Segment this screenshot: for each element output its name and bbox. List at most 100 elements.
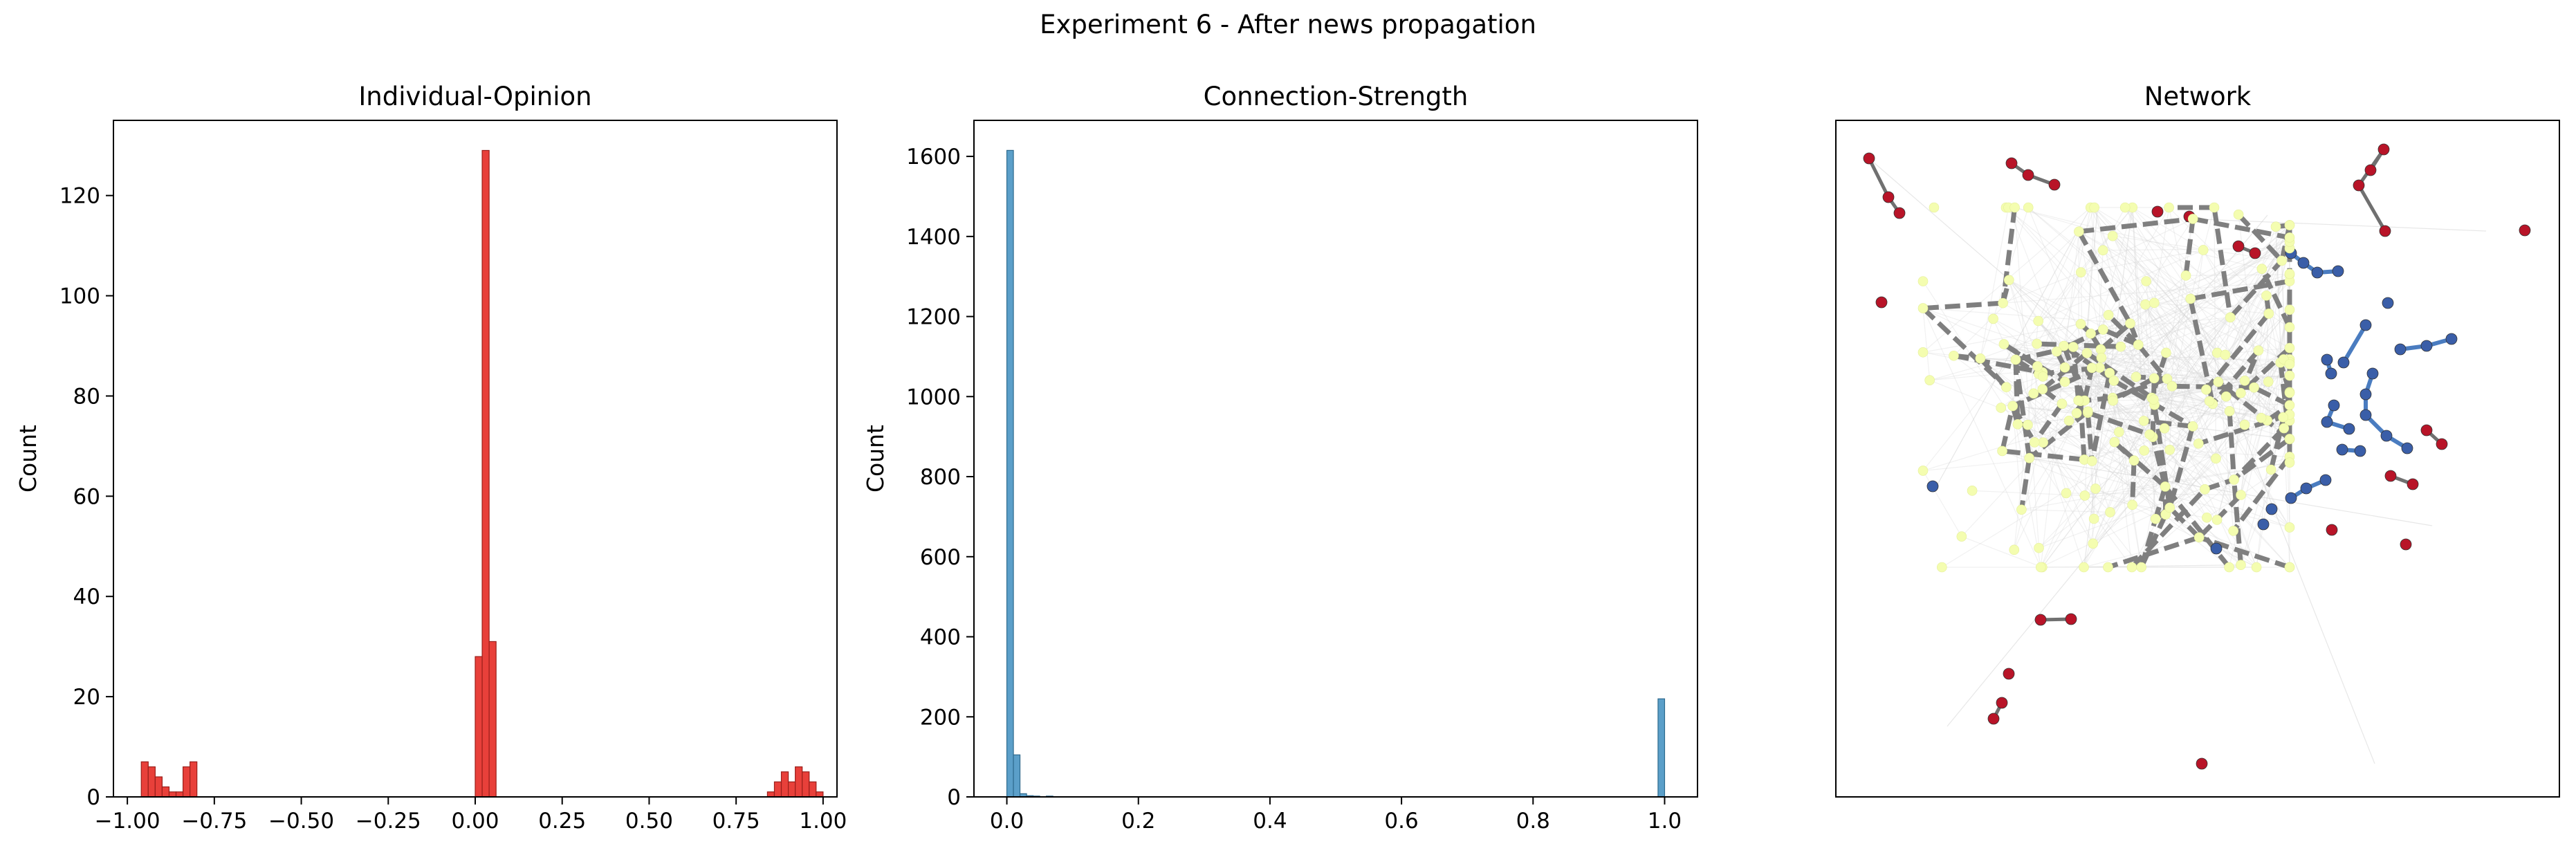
opinion-bar-10 [488, 641, 497, 798]
background-edge [2113, 380, 2290, 568]
neutral-node [2164, 502, 2175, 513]
background-edge [2038, 231, 2079, 322]
strong-edge [2101, 327, 2140, 347]
background-edge [1922, 470, 1962, 537]
background-edge [1980, 318, 1994, 359]
background-edge [2233, 237, 2290, 531]
background-edge [2214, 207, 2217, 459]
neutral-node [2136, 562, 2146, 573]
positive-node [1882, 191, 1895, 203]
opinion-xtick-label-8: 1.00 [799, 809, 847, 834]
positive-node [2519, 224, 2531, 237]
strong-edge [2204, 477, 2235, 492]
background-edge [2109, 268, 2263, 374]
neutral-node [2185, 293, 2196, 304]
opinion-ylabel: Count [15, 425, 42, 493]
opinion-ytick-label-6: 120 [59, 184, 100, 209]
neutral-node [2081, 348, 2092, 358]
background-edge [2153, 398, 2213, 405]
strong-edge [2002, 448, 2085, 462]
neutral-node [2057, 398, 2068, 409]
neutral-node [2284, 562, 2295, 573]
opinion-bar-4 [168, 791, 177, 798]
neutral-node [2052, 346, 2062, 357]
neutral-node [2159, 423, 2170, 434]
negative-edge [2342, 324, 2368, 364]
connection-xtick-label-0: 0.0 [990, 809, 1024, 834]
opinion-bar-11 [766, 791, 775, 798]
neutral-node [2036, 562, 2046, 573]
neutral-node [2086, 328, 2096, 339]
neutral-node [1988, 313, 1998, 324]
neutral-node [2180, 270, 2191, 281]
strong-edge [2259, 268, 2292, 329]
neutral-node [2284, 342, 2295, 353]
background-edge [2014, 400, 2086, 551]
opinion-bar-9 [481, 149, 490, 798]
neutral-node [2037, 384, 2048, 395]
negative-node [2336, 443, 2348, 456]
neutral-node [2236, 387, 2246, 398]
neutral-node [2126, 562, 2137, 573]
opinion-xtick-label-6: 0.50 [625, 809, 673, 834]
neutral-node [2131, 371, 2142, 383]
negative-node [1926, 480, 1939, 493]
opinion-ytick-label-4: 80 [73, 384, 100, 409]
strong-edge [2130, 460, 2137, 505]
neutral-node [1917, 466, 1929, 476]
background-edge [2041, 237, 2290, 568]
negative-node [2257, 518, 2270, 531]
neutral-node [2284, 522, 2295, 533]
connection-ytick-label-3: 600 [920, 545, 961, 570]
background-edge [2152, 436, 2205, 490]
opinion-ytick-label-5: 100 [59, 284, 100, 309]
opinion-ytick-label-2: 40 [73, 585, 100, 609]
background-edge [1922, 308, 2041, 568]
neutral-node [2098, 324, 2108, 335]
connection-title: Connection-Strength [1204, 82, 1469, 111]
background-edge [2003, 272, 2081, 304]
strong-edge [2211, 207, 2233, 318]
opinion-xtick-label-3: −0.25 [356, 809, 421, 834]
background-edge [1922, 207, 2133, 471]
background-edge [2083, 537, 2200, 568]
strong-edge [2113, 440, 2167, 489]
background-edge [2153, 378, 2242, 565]
strong-edge [2232, 426, 2286, 481]
neutral-node [2236, 490, 2246, 500]
background-edge [2068, 420, 2216, 459]
background-edge [2043, 225, 2290, 443]
negative-node [2420, 340, 2433, 352]
strong-edge [2192, 216, 2290, 240]
neutral-node [2115, 341, 2126, 352]
background-edge [1922, 308, 1931, 380]
neutral-node [1917, 303, 1929, 313]
background-edge [1936, 207, 2091, 486]
negative-node [2366, 367, 2379, 380]
figure-suptitle: Experiment 6 - After news propagation [1040, 10, 1536, 39]
strong-edge [2171, 383, 2254, 390]
neutral-node [2114, 427, 2124, 437]
neutral-node [2279, 423, 2290, 434]
positive-node [2436, 438, 2448, 450]
background-edge [2092, 375, 2290, 544]
opinion-bar-8 [475, 656, 483, 798]
neutral-node [2133, 340, 2144, 350]
strong-edge [2099, 321, 2132, 351]
connection-histogram-panel: 0.0 0.2 0.4 0.6 0.8 1.0 0 200 400 600 800 1000 1200 1… [862, 82, 1698, 834]
neutral-node [2284, 370, 2295, 381]
background-edge [2218, 248, 2290, 383]
neutral-node [2144, 429, 2155, 440]
neutral-node [2249, 382, 2259, 393]
negative-node [2382, 297, 2394, 309]
opinion-ytick-label-0: 0 [86, 785, 100, 810]
background-edge [2209, 401, 2290, 406]
background-edge [2084, 367, 2092, 496]
network-title: Network [2144, 82, 2252, 111]
strong-edge [2000, 405, 2016, 452]
background-edge [2103, 248, 2290, 330]
positive-node [2048, 178, 2061, 191]
background-edge [2083, 317, 2231, 568]
neutral-node [2073, 395, 2084, 406]
